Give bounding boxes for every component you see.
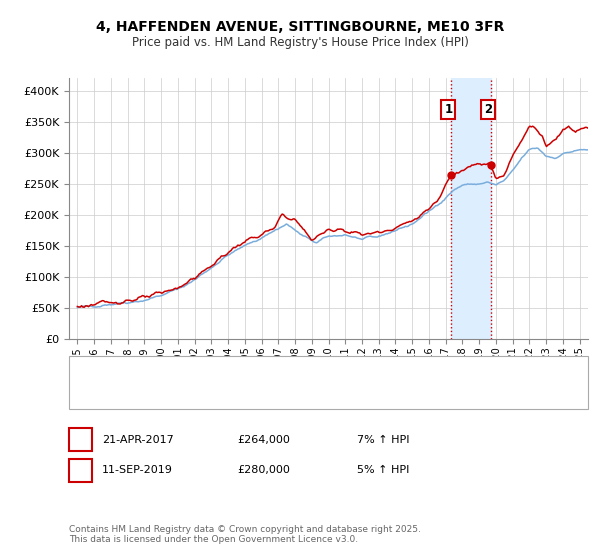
Text: 4, HAFFENDEN AVENUE, SITTINGBOURNE, ME10 3FR: 4, HAFFENDEN AVENUE, SITTINGBOURNE, ME10… <box>96 20 504 34</box>
Text: 1: 1 <box>76 433 85 446</box>
Text: Price paid vs. HM Land Registry's House Price Index (HPI): Price paid vs. HM Land Registry's House … <box>131 36 469 49</box>
Text: Contains HM Land Registry data © Crown copyright and database right 2025.
This d: Contains HM Land Registry data © Crown c… <box>69 525 421 544</box>
Text: HPI: Average price, semi-detached house, Swale: HPI: Average price, semi-detached house,… <box>123 390 359 400</box>
Text: 4, HAFFENDEN AVENUE, SITTINGBOURNE, ME10 3FR (semi-detached house): 4, HAFFENDEN AVENUE, SITTINGBOURNE, ME10… <box>123 367 495 377</box>
Text: 2: 2 <box>484 103 492 116</box>
Text: 5% ↑ HPI: 5% ↑ HPI <box>357 465 409 475</box>
Text: £280,000: £280,000 <box>237 465 290 475</box>
Text: 21-APR-2017: 21-APR-2017 <box>102 435 174 445</box>
Text: £264,000: £264,000 <box>237 435 290 445</box>
Text: 2: 2 <box>76 464 85 477</box>
Text: 11-SEP-2019: 11-SEP-2019 <box>102 465 173 475</box>
Text: 7% ↑ HPI: 7% ↑ HPI <box>357 435 409 445</box>
Text: 1: 1 <box>445 103 452 116</box>
Bar <box>451 78 491 339</box>
